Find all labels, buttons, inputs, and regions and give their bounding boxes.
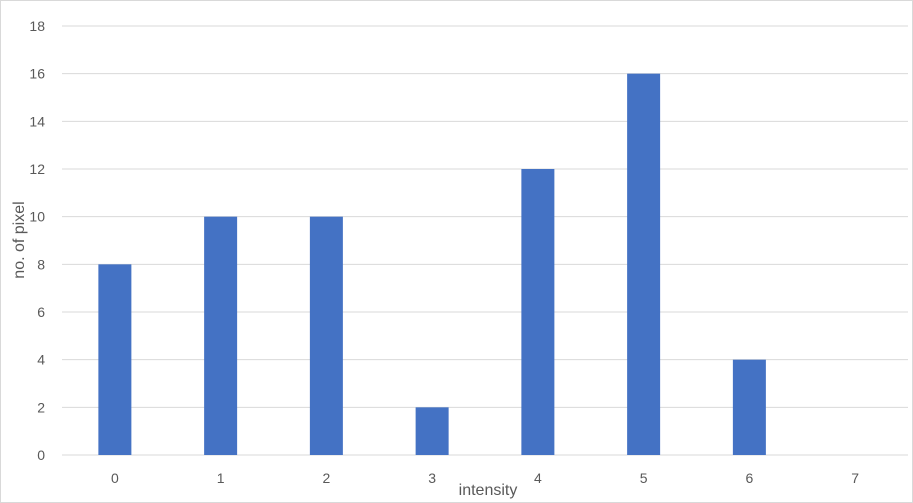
- y-tick-label: 0: [37, 447, 45, 463]
- y-tick-label: 10: [29, 209, 45, 225]
- bar-4: [521, 169, 554, 455]
- bar-6: [733, 360, 766, 455]
- x-tick-label: 3: [428, 470, 436, 486]
- bar-2: [310, 217, 343, 455]
- y-tick-label: 2: [37, 399, 45, 415]
- x-axis-title: intensity: [459, 482, 518, 499]
- y-tick-label: 6: [37, 304, 45, 320]
- bar-1: [204, 217, 237, 455]
- x-tick-label: 6: [745, 470, 753, 486]
- x-tick-label: 0: [111, 470, 119, 486]
- y-tick-label: 18: [29, 18, 45, 34]
- gridlines: [62, 26, 908, 455]
- bar-3: [416, 407, 449, 455]
- x-tick-label: 4: [534, 470, 542, 486]
- y-axis-title: no. of pixel: [11, 201, 28, 278]
- x-tick-label: 7: [851, 470, 859, 486]
- y-tick-label: 12: [29, 161, 45, 177]
- x-tick-label: 1: [217, 470, 225, 486]
- x-tick-label: 2: [322, 470, 330, 486]
- bar-0: [98, 264, 131, 455]
- bar-5: [627, 74, 660, 455]
- y-axis-ticks: 0 2 4 6 8 10 12 14 16 18: [29, 18, 45, 463]
- y-tick-label: 14: [29, 113, 45, 129]
- y-tick-label: 8: [37, 256, 45, 272]
- x-tick-label: 5: [640, 470, 648, 486]
- y-tick-label: 16: [29, 66, 45, 82]
- y-tick-label: 4: [37, 352, 45, 368]
